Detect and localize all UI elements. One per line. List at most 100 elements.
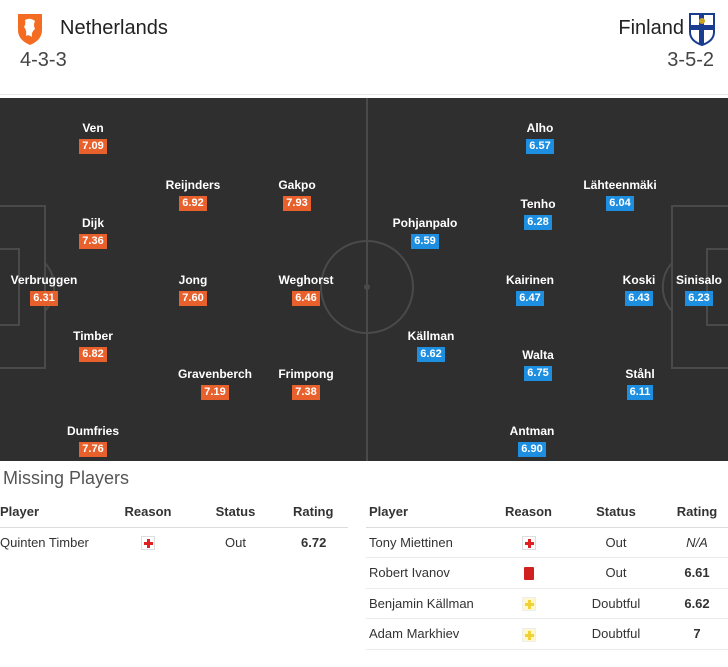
player-rating: 6.90 xyxy=(518,442,546,457)
home-player-ven[interactable]: Ven 7.09 xyxy=(48,121,138,154)
player-name[interactable]: Adam Markhiev xyxy=(366,618,491,650)
injury-icon xyxy=(521,536,536,551)
table-header-row: Player Reason Status Rating xyxy=(0,497,348,528)
player-rating: 6.11 xyxy=(626,385,654,400)
home-player-timber[interactable]: Timber 6.82 xyxy=(48,329,138,362)
table-row[interactable]: Tony Miettinen Out N/A xyxy=(366,527,728,558)
away-formation: 3-5-2 xyxy=(667,49,714,71)
home-player-verbruggen[interactable]: Verbruggen 6.31 xyxy=(0,273,89,306)
status-column-header: Status xyxy=(178,497,293,528)
player-column-header: Player xyxy=(366,497,491,528)
player-status: Doubtful xyxy=(566,588,666,619)
away-player-lahteenmaki[interactable]: Lähteenmäki 6.04 xyxy=(575,178,665,211)
player-rating: 7.09 xyxy=(79,139,107,154)
away-player-sinisalo[interactable]: Sinisalo 6.23 xyxy=(654,273,728,306)
home-player-gakpo[interactable]: Gakpo 7.93 xyxy=(252,178,342,211)
player-name: Koski xyxy=(622,273,656,287)
away-team-header: Finland 3-5-2 xyxy=(364,0,728,95)
player-name: Källman xyxy=(407,329,455,343)
netherlands-lion-crest-icon xyxy=(18,14,42,45)
missing-players-title: Missing Players xyxy=(3,468,130,488)
away-player-stahl[interactable]: Ståhl 6.11 xyxy=(595,367,685,400)
player-column-header: Player xyxy=(0,497,118,528)
away-team-name[interactable]: Finland xyxy=(618,17,684,39)
home-player-dijk[interactable]: Dijk 7.36 xyxy=(48,216,138,249)
home-missing-table: Player Reason Status Rating Quinten Timb… xyxy=(0,497,348,558)
home-formation: 4-3-3 xyxy=(20,49,67,71)
status-column-header: Status xyxy=(566,497,666,528)
away-player-pohjanpalo[interactable]: Pohjanpalo 6.59 xyxy=(380,216,470,249)
rating-column-header: Rating xyxy=(666,497,728,528)
home-player-reijnders[interactable]: Reijnders 6.92 xyxy=(148,178,238,211)
player-name: Timber xyxy=(73,329,113,343)
player-rating: 6.46 xyxy=(292,291,320,306)
player-status: Out xyxy=(225,535,246,550)
table-row[interactable]: Adam Markhiev Doubtful 7 xyxy=(366,618,728,650)
player-status: Out xyxy=(566,557,666,589)
player-name[interactable]: Benjamin Källman xyxy=(366,588,491,619)
player-status: Doubtful xyxy=(566,618,666,650)
player-rating: 6.92 xyxy=(179,196,207,211)
home-player-weghorst[interactable]: Weghorst 6.46 xyxy=(261,273,351,306)
player-name: Frimpong xyxy=(278,367,334,381)
player-rating: 7.76 xyxy=(79,442,107,457)
away-player-kallman[interactable]: Källman 6.62 xyxy=(386,329,476,362)
player-name: Jong xyxy=(178,273,208,287)
away-player-koski[interactable]: Koski 6.43 xyxy=(594,273,684,306)
player-rating: 6.75 xyxy=(524,366,552,381)
table-header-row: Player Reason Status Rating xyxy=(366,497,728,528)
doubtful-icon xyxy=(521,597,536,612)
away-player-tenho[interactable]: Tenho 6.28 xyxy=(493,197,583,230)
player-name: Weghorst xyxy=(278,273,334,287)
player-name: Ståhl xyxy=(625,367,655,381)
player-rating: 6.57 xyxy=(526,139,554,154)
player-rating: 6.59 xyxy=(411,234,439,249)
player-name: Tenho xyxy=(520,197,556,211)
away-player-antman[interactable]: Antman 6.90 xyxy=(487,424,577,457)
home-team-header: Netherlands 4-3-3 xyxy=(0,0,364,95)
home-player-dumfries[interactable]: Dumfries 7.76 xyxy=(48,424,138,457)
away-player-walta[interactable]: Walta 6.75 xyxy=(493,348,583,381)
reason-column-header: Reason xyxy=(118,497,178,528)
pitch-markings xyxy=(0,98,728,461)
player-name: Ven xyxy=(82,121,104,135)
player-name[interactable]: Robert Ivanov xyxy=(366,557,491,589)
away-missing-table: Player Reason Status Rating Tony Miettin… xyxy=(366,497,728,650)
player-name: Sinisalo xyxy=(675,273,722,287)
player-rating: 6.72 xyxy=(301,535,327,550)
red-card-icon xyxy=(523,567,534,581)
away-player-alho[interactable]: Alho 6.57 xyxy=(495,121,585,154)
rating-column-header: Rating xyxy=(293,497,348,528)
home-player-frimpong[interactable]: Frimpong 7.38 xyxy=(261,367,351,400)
finland-crest-icon xyxy=(689,13,715,46)
table-row[interactable]: Quinten Timber Out 6.72 xyxy=(0,527,348,558)
player-status: Out xyxy=(566,527,666,558)
home-player-jong[interactable]: Jong 7.60 xyxy=(148,273,238,306)
player-rating: 6.04 xyxy=(606,196,634,211)
player-name: Alho xyxy=(526,121,554,135)
reason-column-header: Reason xyxy=(491,497,566,528)
player-rating: 7.60 xyxy=(179,291,207,306)
player-rating: 6.62 xyxy=(666,588,728,619)
player-name: Kairinen xyxy=(505,273,554,287)
player-rating: 7 xyxy=(666,618,728,650)
table-row[interactable]: Robert Ivanov Out 6.61 xyxy=(366,557,728,589)
home-player-gravenberch[interactable]: Gravenberch 7.19 xyxy=(170,367,260,400)
lineup-pitch: Ven 7.09 Dijk 7.36 Verbruggen 6.31 Timbe… xyxy=(0,98,728,461)
table-row[interactable]: Benjamin Källman Doubtful 6.62 xyxy=(366,588,728,619)
home-team-name[interactable]: Netherlands xyxy=(60,17,168,39)
player-name[interactable]: Quinten Timber xyxy=(0,535,89,550)
player-rating: N/A xyxy=(666,527,728,558)
player-name: Reijnders xyxy=(165,178,221,192)
player-rating: 6.23 xyxy=(685,291,713,306)
player-name: Pohjanpalo xyxy=(392,216,458,230)
player-rating: 6.43 xyxy=(625,291,653,306)
player-rating: 6.62 xyxy=(417,347,445,362)
player-name: Gakpo xyxy=(278,178,316,192)
away-player-kairinen[interactable]: Kairinen 6.47 xyxy=(485,273,575,306)
player-name: Verbruggen xyxy=(10,273,78,287)
player-rating: 7.36 xyxy=(79,234,107,249)
player-name[interactable]: Tony Miettinen xyxy=(366,527,491,558)
player-rating: 6.31 xyxy=(30,291,58,306)
player-rating: 6.82 xyxy=(79,347,107,362)
